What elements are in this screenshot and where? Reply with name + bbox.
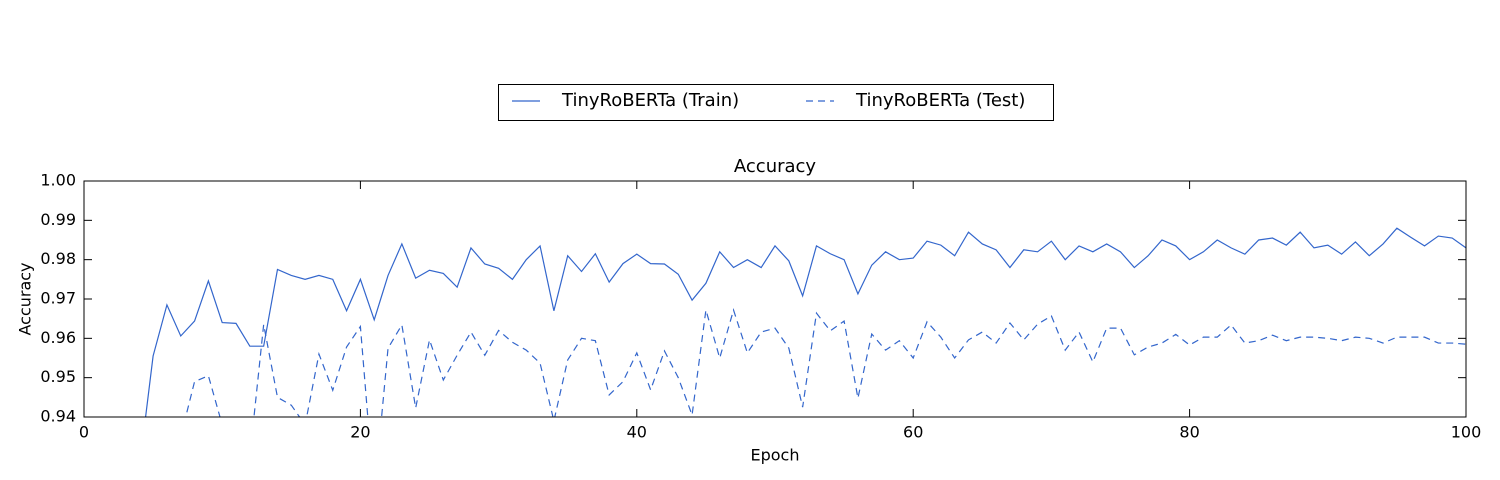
plot-area (144, 227, 1466, 417)
x-axis-label: Epoch (751, 446, 800, 465)
x-tick-label: 80 (1179, 423, 1199, 442)
x-tick-label: 60 (903, 423, 923, 442)
y-axis-label: Accuracy (16, 262, 35, 335)
x-tick-label: 100 (1451, 423, 1482, 442)
y-tick-label: 0.96 (40, 328, 76, 347)
line-series (185, 307, 1466, 417)
x-tick-label: 0 (79, 423, 89, 442)
legend-label: TinyRoBERTa (Train) (561, 90, 739, 111)
y-tick-label: 0.94 (40, 407, 76, 426)
y-tick-label: 0.97 (40, 289, 76, 308)
plot-frame (83, 180, 1467, 418)
x-tick-label: 20 (350, 423, 370, 442)
y-tick-label: 1.00 (40, 171, 76, 190)
line-series (144, 227, 1466, 417)
y-tick-label: 0.98 (40, 249, 76, 268)
chart-title: Accuracy (734, 156, 817, 177)
x-tick-label: 40 (627, 423, 647, 442)
y-tick-label: 0.99 (40, 210, 76, 229)
legend-label: TinyRoBERTa (Test) (855, 90, 1025, 111)
y-tick-label: 0.95 (40, 367, 76, 386)
legend-box (498, 84, 1054, 121)
